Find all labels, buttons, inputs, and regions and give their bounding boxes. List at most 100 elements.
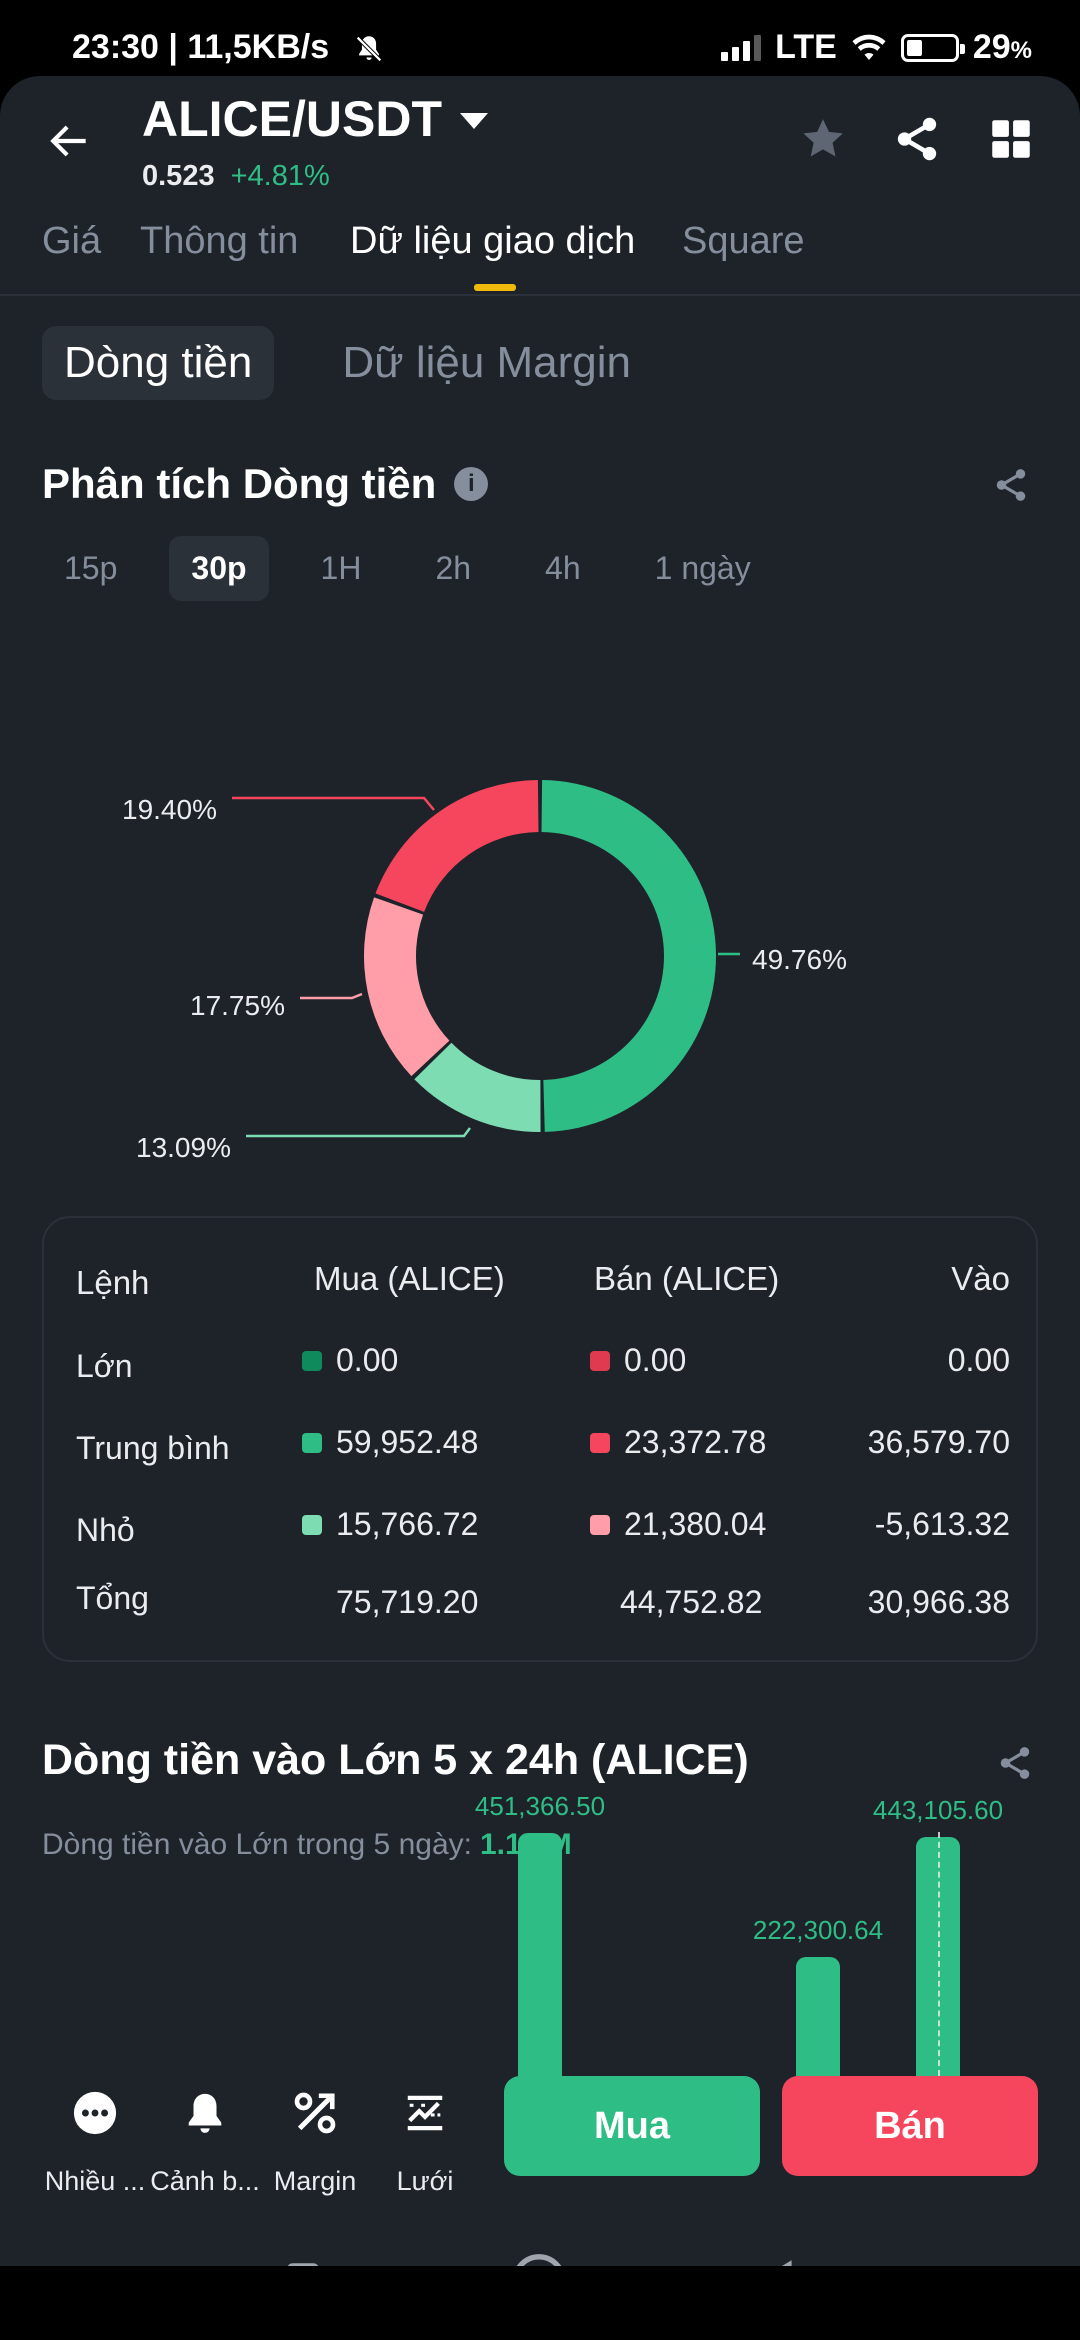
buy-legend-swatch (302, 1432, 322, 1453)
sell-legend-swatch (590, 1514, 610, 1535)
donut-slice (541, 780, 717, 1132)
summary-label: Dòng tiền vào Lớn trong 5 ngày: (42, 1828, 472, 1861)
analysis-title-text: Phân tích Dòng tiền (42, 460, 437, 507)
chevron-down-icon (460, 113, 488, 129)
donut-slice (363, 897, 450, 1077)
row-label: Tổng (76, 1580, 149, 1616)
pair-selector[interactable]: ALICE/USDT (142, 90, 488, 148)
col-buy: Mua (ALICE) (314, 1260, 505, 1297)
interval-selector: 15p 30p 1H 2h 4h 1 ngày (42, 536, 773, 601)
buy-button[interactable]: Mua (504, 2076, 760, 2176)
recents-icon[interactable] (282, 2258, 324, 2266)
battery-level: 29 (972, 28, 1011, 66)
home-icon[interactable] (510, 2252, 568, 2266)
interval-option[interactable]: 1H (320, 550, 362, 586)
row-label: Nhỏ (76, 1512, 135, 1548)
price-line: 0.523 +4.81% (142, 160, 330, 193)
tab-info[interactable]: Thông tin (140, 220, 299, 262)
nav-alert[interactable]: Cảnh b... (150, 2166, 260, 2196)
share-icon[interactable] (892, 114, 942, 164)
bar-value-label: 222,300.64 (752, 1915, 884, 1946)
tab-price[interactable]: Giá (42, 220, 102, 262)
buy-value: 0.00 (336, 1342, 399, 1378)
battery-unit: % (1010, 37, 1032, 64)
signal-icon (721, 34, 762, 61)
sell-value: 21,380.04 (624, 1506, 767, 1542)
slice-label: 13.09% (136, 1132, 231, 1163)
bar[interactable] (518, 1832, 562, 2076)
pair-name: ALICE/USDT (142, 91, 442, 147)
nav-margin[interactable]: Margin (273, 2166, 357, 2196)
interval-option-selected[interactable]: 30p (169, 536, 269, 601)
header: ALICE/USDT 0.523 +4.81% (0, 76, 1080, 206)
analysis-title: Phân tích Dòng tiền i (42, 460, 489, 508)
flow-table: Lệnh Mua (ALICE) Bán (ALICE) Vào Lớn 0.0… (42, 1216, 1038, 1662)
interval-option[interactable]: 1 ngày (654, 550, 751, 586)
sub-tabs: Dòng tiền Dữ liệu Margin (42, 326, 653, 400)
buy-value: 15,766.72 (336, 1506, 479, 1542)
sell-button[interactable]: Bán (782, 2076, 1038, 2176)
info-icon[interactable]: i (454, 467, 489, 501)
margin-icon[interactable] (292, 2090, 338, 2136)
donut-slice (414, 1042, 541, 1132)
sell-legend-swatch (590, 1350, 610, 1371)
app-screen: ALICE/USDT 0.523 +4.81% Giá Thông tin Dữ… (0, 76, 1080, 2266)
back-nav-icon[interactable] (752, 2254, 802, 2266)
active-tab-indicator (474, 284, 516, 291)
sell-legend-swatch (590, 1432, 610, 1453)
table-row: Nhỏ 15,766.72 21,380.04 -5,613.32 (44, 1506, 1040, 1566)
price-change: +4.81% (230, 160, 330, 192)
donut-svg (232, 780, 740, 1138)
sell-total: 44,752.82 (620, 1584, 763, 1620)
table-header: Lệnh Mua (ALICE) Bán (ALICE) Vào (44, 1260, 1040, 1320)
more-icon[interactable] (72, 2090, 118, 2136)
sell-value: 23,372.78 (624, 1424, 767, 1460)
interval-option[interactable]: 4h (545, 550, 581, 586)
slice-label: 19.40% (122, 794, 217, 825)
row-label: Lớn (76, 1348, 133, 1384)
grid-trading-icon[interactable] (402, 2090, 448, 2136)
large-inflow-title: Dòng tiền vào Lớn 5 x 24h (ALICE) (42, 1736, 749, 1784)
network-type: LTE (775, 28, 837, 66)
bar[interactable] (796, 1957, 840, 2076)
table-row: Trung bình 59,952.48 23,372.78 36,579.70 (44, 1424, 1040, 1484)
net-total: 30,966.38 (867, 1584, 1010, 1620)
buy-total: 75,719.20 (336, 1584, 479, 1620)
donut-chart: 49.76% 13.09% 17.75% 19.40% (0, 736, 1080, 1196)
net-value: 0.00 (947, 1342, 1010, 1378)
slice-label: 49.76% (752, 944, 847, 975)
mute-bell-icon (356, 36, 382, 62)
leader-line (300, 992, 363, 1000)
net-value: -5,613.32 (874, 1506, 1010, 1542)
bell-icon[interactable] (182, 2090, 228, 2136)
tab-square[interactable]: Square (682, 220, 805, 262)
subtab-margin-data[interactable]: Dữ liệu Margin (342, 338, 632, 387)
donut-slice (375, 780, 539, 912)
sell-value: 0.00 (624, 1342, 687, 1378)
nav-more[interactable]: Nhiều ... (44, 2166, 146, 2196)
large-inflow-summary: Dòng tiền vào Lớn trong 5 ngày:1.15 M (42, 1828, 572, 1862)
bar-value-label: 443,105.60 (872, 1795, 1004, 1826)
nav-grid[interactable]: Lưới (396, 2166, 454, 2196)
share-icon[interactable] (996, 1744, 1034, 1782)
buy-legend-swatch (302, 1514, 322, 1535)
header-actions (798, 114, 1036, 164)
net-value: 36,579.70 (867, 1424, 1010, 1460)
subtab-money-flow[interactable]: Dòng tiền (42, 326, 275, 400)
col-net: Vào (951, 1260, 1010, 1297)
col-order: Lệnh (76, 1264, 150, 1301)
table-row: Lớn 0.00 0.00 0.00 (44, 1342, 1040, 1402)
interval-option[interactable]: 15p (64, 550, 118, 586)
status-right: LTE 29% (721, 28, 1032, 67)
table-row-total: Tổng 75,719.20 44,752.82 30,966.38 (44, 1580, 1040, 1644)
tab-trading-data[interactable]: Dữ liệu giao dịch (350, 220, 636, 262)
grid-menu-icon[interactable] (986, 114, 1036, 164)
wifi-icon (852, 34, 886, 60)
interval-option[interactable]: 2h (435, 550, 472, 586)
share-icon[interactable] (992, 466, 1030, 504)
slice-label: 17.75% (190, 990, 285, 1021)
buy-legend-swatch (302, 1350, 322, 1371)
row-label: Trung bình (76, 1430, 230, 1466)
back-arrow-icon[interactable] (44, 116, 94, 166)
star-icon[interactable] (798, 114, 848, 164)
